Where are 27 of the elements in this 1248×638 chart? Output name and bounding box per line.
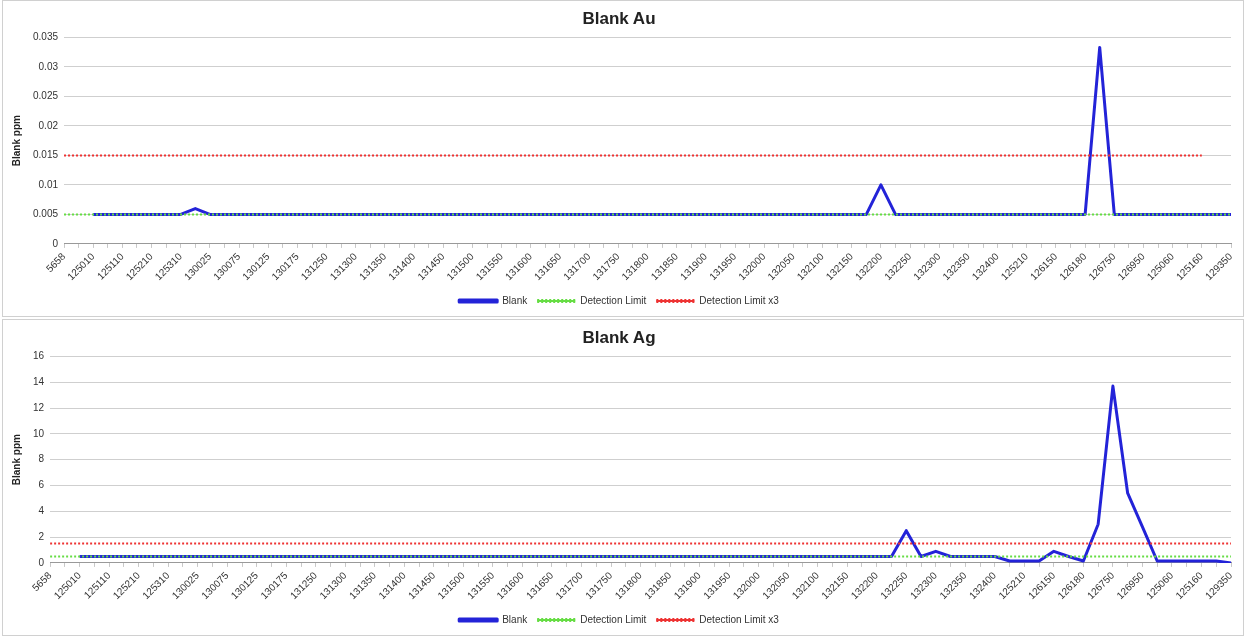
y-tick-label: 0.025 [32, 90, 59, 102]
y-tick-label: 4 [38, 505, 45, 517]
legend-label: Blank [502, 294, 529, 306]
y-tick-label: 12 [33, 401, 45, 413]
legend-label: Detection Limit [580, 294, 647, 306]
y-tick-label: 10 [33, 427, 45, 439]
y-tick-label: 0.035 [32, 31, 59, 43]
y-tick-label: 6 [38, 479, 45, 491]
y-tick-label: 0.005 [32, 208, 59, 220]
y-tick-label: 14 [33, 375, 45, 387]
y-tick-label: 0 [38, 556, 45, 568]
y-tick-label: 0.03 [38, 60, 59, 72]
y-tick-label: 8 [38, 453, 45, 465]
y-tick-label: 0.02 [38, 119, 59, 131]
y-axis-title: Blank ppm [10, 434, 22, 486]
y-tick-label: 0.01 [38, 178, 59, 190]
legend-label: Detection Limit x3 [699, 294, 780, 306]
y-tick-label: 16 [33, 350, 45, 362]
y-axis-title: Blank ppm [10, 115, 22, 167]
chart-title: Blank Au [582, 8, 656, 28]
legend-label: Detection Limit [580, 613, 647, 625]
y-tick-label: 2 [38, 530, 45, 542]
y-tick-label: 0 [52, 237, 59, 249]
legend-label: Detection Limit x3 [699, 613, 780, 625]
legend-label: Blank [502, 613, 529, 625]
chart-title: Blank Ag [582, 327, 656, 347]
y-tick-label: 0.015 [32, 149, 59, 161]
